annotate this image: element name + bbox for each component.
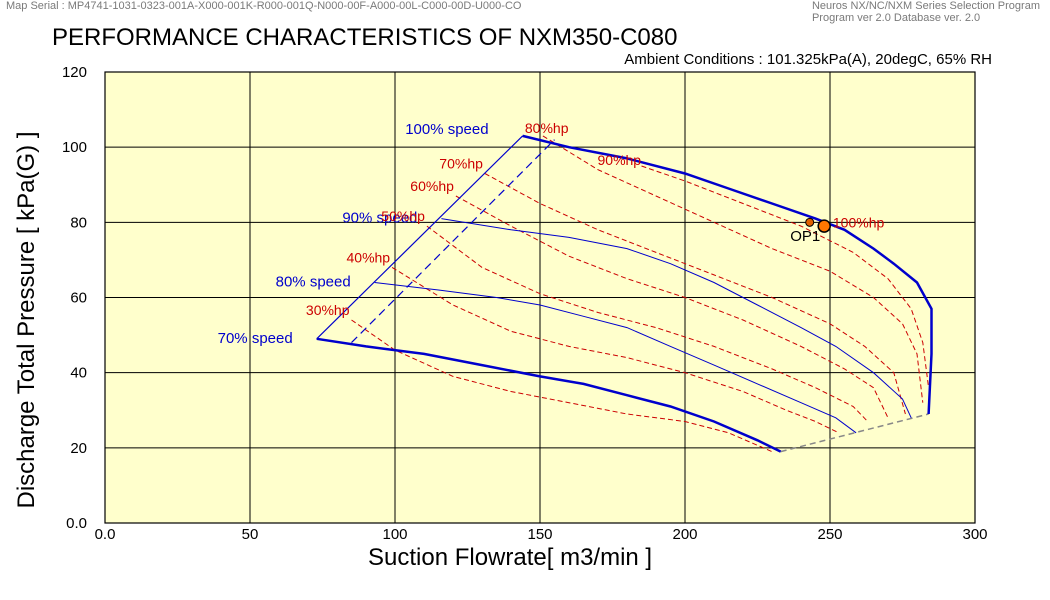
- design-point-marker: [805, 217, 815, 227]
- speed-label: 90% speed: [342, 210, 417, 227]
- surge-margin-line: [351, 139, 555, 344]
- power-line: [455, 195, 889, 419]
- choke-line: [780, 413, 929, 453]
- speed-line: [374, 282, 857, 434]
- program-info: Neuros NX/NC/NXM Series Selection Progra…: [812, 0, 1040, 24]
- plot-border: [104, 71, 976, 524]
- y-tick-label: 80: [70, 214, 87, 231]
- x-tick-label: 150: [527, 526, 552, 543]
- speed-line: [316, 337, 782, 453]
- power-line: [484, 173, 906, 415]
- ambient-conditions: Ambient Conditions : 101.325kPa(A), 20de…: [624, 51, 992, 68]
- power-line: [351, 319, 773, 453]
- power-line: [391, 266, 839, 434]
- power-label: 30%hp: [306, 302, 350, 318]
- x-tick-label: 300: [962, 526, 987, 543]
- y-tick-label: 0.0: [66, 515, 87, 532]
- power-line: [426, 225, 869, 422]
- power-line: [641, 165, 930, 388]
- x-axis-label: Suction Flowrate[ m3/min ]: [368, 544, 653, 571]
- power-label: 40%hp: [347, 249, 391, 265]
- speed-label: 80% speed: [276, 273, 351, 290]
- x-tick-label: 250: [817, 526, 842, 543]
- power-label: 90%hp: [598, 152, 642, 168]
- surge-line: [316, 135, 524, 340]
- program-name: Neuros NX/NC/NXM Series Selection Progra…: [811, 0, 1040, 12]
- y-tick-label: 100: [62, 139, 87, 156]
- y-tick-label: 20: [70, 440, 87, 457]
- x-tick-label: 200: [672, 526, 697, 543]
- y-tick-label: 60: [70, 290, 87, 307]
- y-tick-label: 40: [70, 365, 87, 382]
- speed-line: [441, 218, 912, 419]
- speed-label: 100% speed: [405, 121, 488, 138]
- y-tick-label: 120: [62, 64, 87, 81]
- power-label: 100%hp: [833, 214, 885, 230]
- x-tick-label: 100: [382, 526, 407, 543]
- x-tick-label: 0.0: [95, 526, 116, 543]
- speed-label: 70% speed: [218, 330, 293, 347]
- x-tick-label: 50: [242, 526, 259, 543]
- map-serial: Map Serial : MP4741-1031-0323-001A-X000-…: [6, 0, 522, 12]
- power-label: 70%hp: [439, 155, 483, 171]
- power-label: 50%hp: [381, 208, 425, 224]
- operating-point-label: OP1: [790, 228, 820, 245]
- power-line: [542, 135, 924, 403]
- y-axis-label: Discharge Total Pressure [ kPa(G) ]: [13, 131, 40, 509]
- power-label: 60%hp: [410, 178, 454, 194]
- chart-title: PERFORMANCE CHARACTERISTICS OF NXM350-C0…: [52, 24, 678, 51]
- power-label: 80%hp: [525, 120, 569, 136]
- operating-point-marker: [817, 219, 831, 233]
- program-version: Program ver 2.0 Database ver. 2.0: [811, 12, 981, 24]
